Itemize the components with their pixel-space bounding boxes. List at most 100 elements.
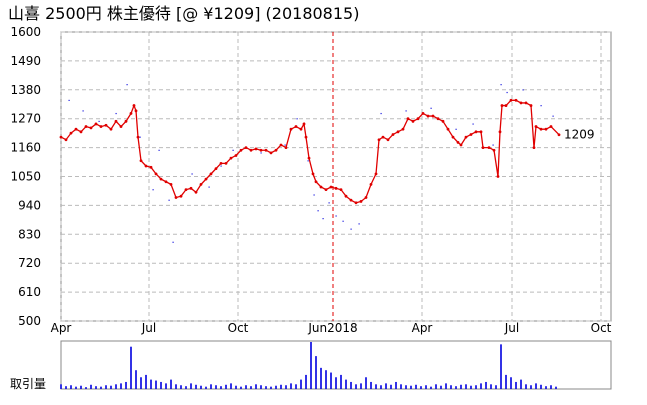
volume-bar <box>430 386 432 389</box>
volume-bar <box>320 367 322 389</box>
volume-bar <box>235 385 237 389</box>
price-point <box>381 135 385 139</box>
price-point <box>504 104 508 107</box>
price-point <box>549 125 553 128</box>
price-point <box>314 180 318 184</box>
price-point <box>481 146 485 150</box>
price-point <box>469 133 473 136</box>
price-point <box>557 133 561 137</box>
price-point <box>391 133 395 136</box>
dot <box>172 241 174 243</box>
volume-bar <box>520 379 522 389</box>
volume-bar <box>255 384 257 389</box>
volume-bar <box>65 386 67 389</box>
volume-bar <box>370 381 372 389</box>
price-point <box>354 201 358 205</box>
price-point <box>498 130 502 134</box>
volume-bar <box>345 379 347 389</box>
x-tick-label: Oct <box>228 321 249 335</box>
dot <box>472 123 474 125</box>
price-point <box>239 148 243 152</box>
volume-bar <box>135 370 137 389</box>
volume-bar <box>475 385 477 389</box>
volume-bar <box>225 384 227 389</box>
volume-bar <box>275 385 277 389</box>
y-tick-label: 1600 <box>10 25 41 39</box>
price-point <box>69 131 73 135</box>
price-point <box>244 146 248 150</box>
price-point <box>79 130 83 134</box>
volume-bar <box>310 342 312 389</box>
price-point <box>421 112 425 115</box>
price-point <box>224 161 228 165</box>
volume-bar <box>315 356 317 389</box>
volume-bar <box>270 386 272 389</box>
volume-bar <box>525 384 527 389</box>
price-point <box>129 112 133 115</box>
volume-bar <box>395 381 397 389</box>
price-point <box>59 135 63 139</box>
volume-bar <box>70 385 72 389</box>
volume-bar <box>290 383 292 389</box>
price-point <box>234 154 238 157</box>
volume-bar <box>125 381 127 389</box>
volume-bar <box>85 387 87 389</box>
price-point <box>416 117 420 121</box>
price-point <box>339 188 343 192</box>
volume-bar <box>265 386 267 389</box>
volume-bar <box>280 384 282 389</box>
volume-bar <box>180 385 182 389</box>
price-point <box>114 119 118 123</box>
price-point <box>544 127 548 131</box>
price-point <box>456 140 460 144</box>
volume-bar <box>545 386 547 389</box>
price-point <box>441 119 445 123</box>
dot <box>284 144 286 146</box>
price-point <box>406 117 410 121</box>
dot <box>313 194 315 196</box>
x-tick-label: Apr <box>51 321 72 335</box>
price-point <box>496 175 500 178</box>
volume-bar <box>460 384 462 389</box>
price-line <box>60 99 560 204</box>
dot <box>342 220 344 222</box>
volume-bar <box>360 383 362 389</box>
price-point <box>194 190 198 194</box>
volume-bar <box>555 386 557 389</box>
price-point <box>324 188 328 192</box>
price-point <box>94 122 98 126</box>
price-point <box>349 198 353 202</box>
dot <box>317 210 319 212</box>
price-point <box>431 114 435 118</box>
volume-bar <box>390 384 392 389</box>
last-price-label: 1209 <box>564 128 595 142</box>
y-tick-label: 1050 <box>10 170 41 184</box>
volume-bar <box>170 379 172 389</box>
price-point <box>144 164 148 168</box>
dot <box>158 149 160 151</box>
price-point <box>539 127 543 131</box>
volume-bar <box>175 384 177 389</box>
volume-bar <box>150 379 152 389</box>
volume-bar <box>75 386 77 389</box>
volume-bar <box>400 384 402 389</box>
volume-bar <box>350 381 352 389</box>
price-point <box>104 123 108 127</box>
dot <box>506 91 508 94</box>
price-point <box>401 127 405 131</box>
dot <box>430 107 432 109</box>
volume-bar <box>540 384 542 389</box>
price-point <box>139 159 143 163</box>
dot <box>492 144 494 146</box>
price-point <box>329 185 333 189</box>
price-point <box>132 104 136 107</box>
volume-bar <box>60 384 62 389</box>
volume-bar <box>440 385 442 389</box>
volume-bar <box>105 385 107 389</box>
volume-bar <box>505 374 507 389</box>
x-tick-label: Oct <box>591 321 612 335</box>
volume-bar <box>100 386 102 389</box>
volume-bar <box>410 385 412 389</box>
volume-bar <box>195 384 197 389</box>
y-tick-label: 1160 <box>10 141 41 155</box>
